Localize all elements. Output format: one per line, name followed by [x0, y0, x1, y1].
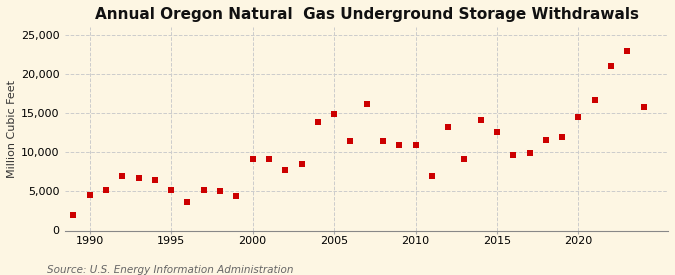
Point: [263, 156, 274, 161]
Title: Annual Oregon Natural  Gas Underground Storage Withdrawals: Annual Oregon Natural Gas Underground St…: [95, 7, 639, 22]
Point: [459, 156, 470, 161]
Point: [313, 120, 323, 124]
Point: [133, 176, 144, 180]
Point: [166, 188, 177, 192]
Point: [573, 115, 584, 119]
Point: [68, 213, 79, 217]
Point: [101, 188, 111, 192]
Point: [215, 188, 225, 193]
Point: [117, 174, 128, 178]
Point: [377, 138, 388, 143]
Point: [427, 174, 437, 178]
Point: [149, 178, 160, 183]
Point: [622, 48, 632, 53]
Point: [475, 118, 486, 122]
Point: [589, 98, 600, 102]
Point: [557, 135, 568, 140]
Y-axis label: Million Cubic Feet: Million Cubic Feet: [7, 80, 17, 178]
Text: Source: U.S. Energy Information Administration: Source: U.S. Energy Information Administ…: [47, 265, 294, 275]
Point: [84, 192, 95, 197]
Point: [182, 200, 193, 205]
Point: [247, 156, 258, 161]
Point: [639, 105, 649, 109]
Point: [491, 130, 502, 134]
Point: [280, 168, 291, 172]
Point: [410, 142, 421, 147]
Point: [524, 151, 535, 155]
Point: [361, 102, 372, 106]
Point: [508, 152, 518, 157]
Point: [345, 138, 356, 143]
Point: [329, 112, 340, 116]
Point: [231, 194, 242, 198]
Point: [541, 138, 551, 142]
Point: [394, 142, 404, 147]
Point: [296, 162, 307, 166]
Point: [198, 188, 209, 192]
Point: [605, 64, 616, 68]
Point: [443, 125, 454, 130]
